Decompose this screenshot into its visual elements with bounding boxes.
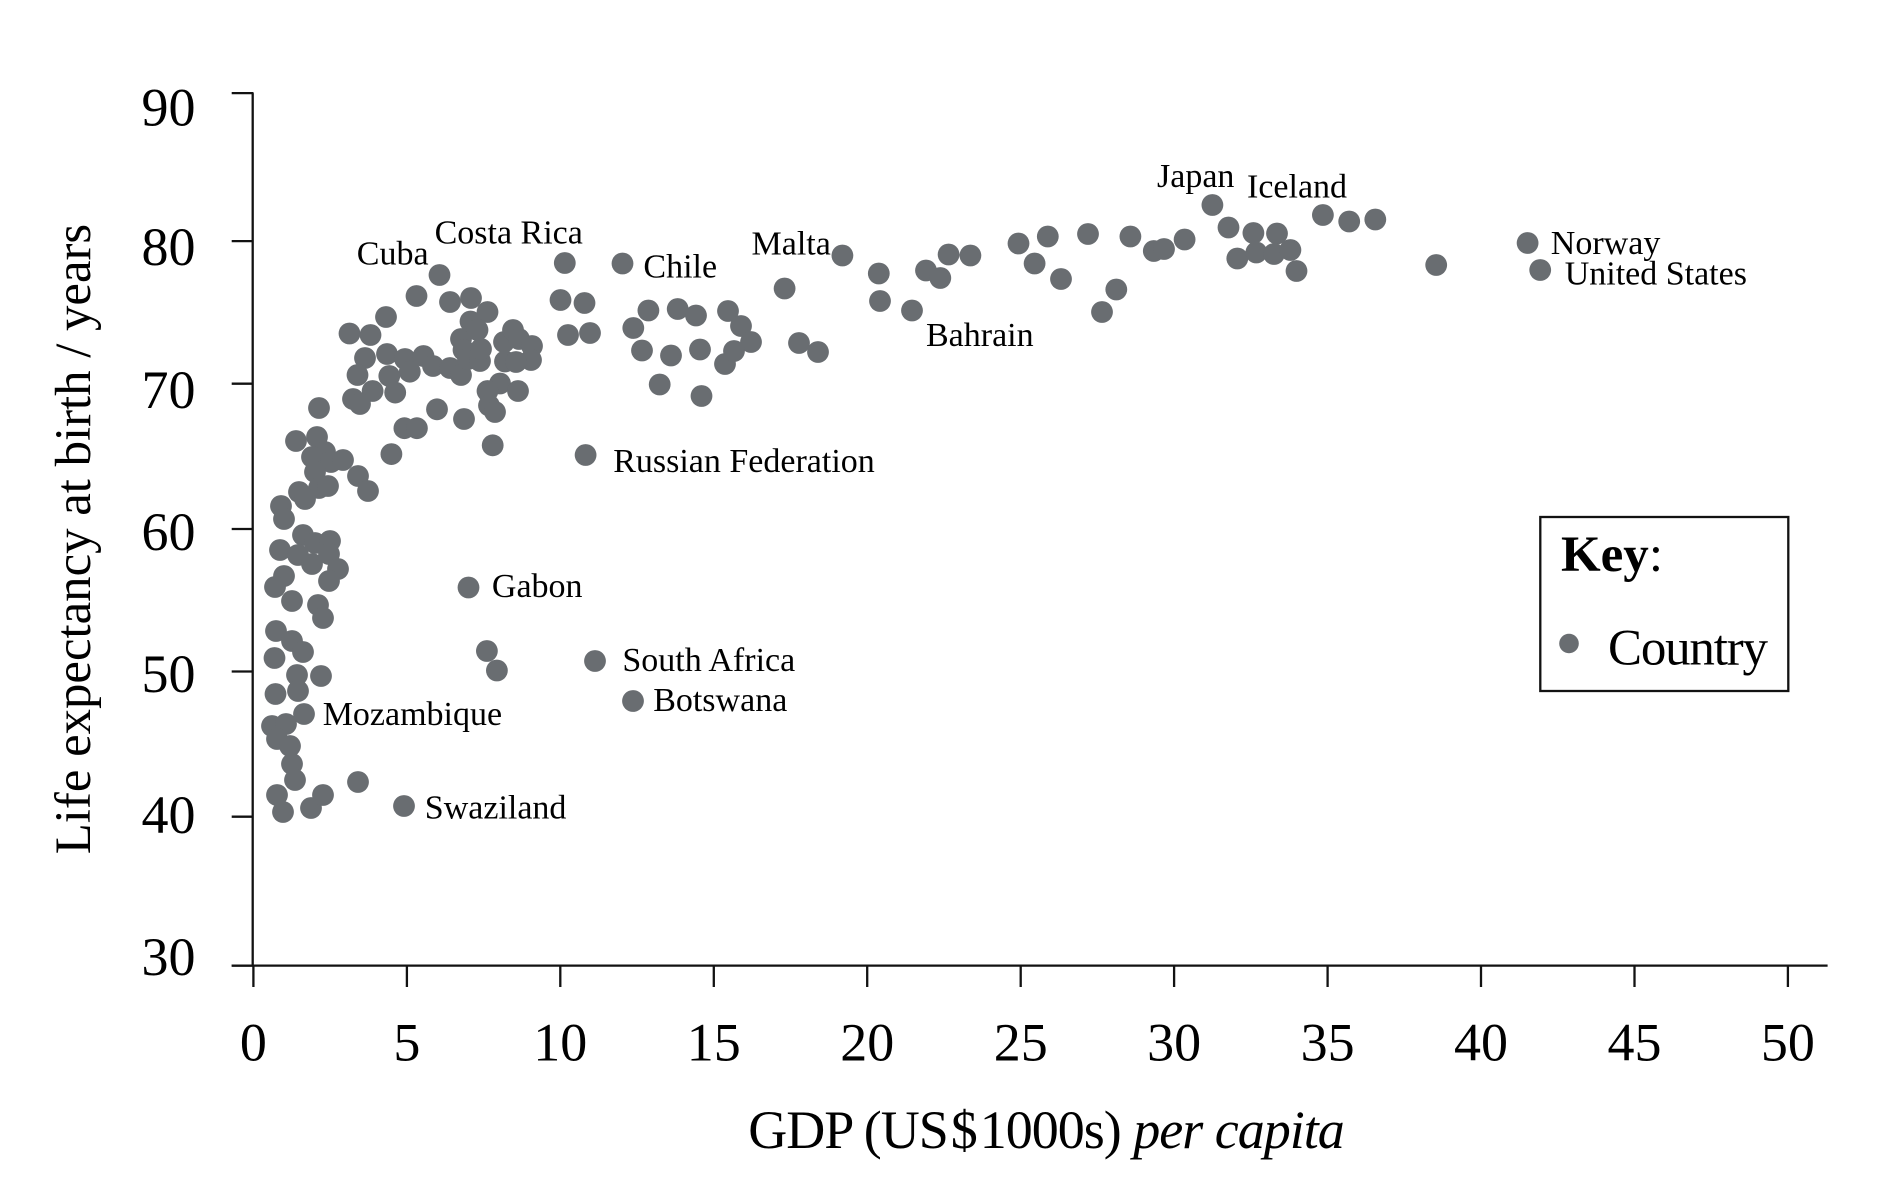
svg-text:60: 60 (142, 502, 196, 562)
svg-text:15: 15 (687, 1013, 741, 1073)
svg-text:50: 50 (142, 644, 196, 704)
svg-text:80: 80 (142, 217, 196, 277)
svg-text:Chile: Chile (643, 249, 717, 286)
svg-text:Iceland: Iceland (1247, 169, 1347, 206)
svg-text:Life expectancy at birth / yea: Life expectancy at birth / years (45, 224, 101, 854)
svg-text:South Africa: South Africa (622, 642, 795, 679)
svg-text:Key:: Key: (1561, 527, 1663, 583)
svg-text:Japan: Japan (1157, 158, 1234, 195)
svg-text:Cuba: Cuba (357, 236, 429, 273)
svg-text:45: 45 (1608, 1013, 1662, 1073)
svg-text:Gabon: Gabon (492, 568, 583, 605)
svg-text:30: 30 (1147, 1013, 1201, 1073)
svg-text:90: 90 (142, 78, 196, 138)
svg-text:Costa Rica: Costa Rica (435, 215, 583, 252)
svg-text:Country: Country (1608, 621, 1768, 677)
svg-text:GDP (US$1000s) per capita: GDP (US$1000s) per capita (748, 1100, 1344, 1160)
svg-text:30: 30 (142, 927, 196, 987)
svg-text:25: 25 (994, 1013, 1048, 1073)
svg-text:35: 35 (1301, 1013, 1355, 1073)
svg-text:20: 20 (840, 1013, 894, 1073)
svg-text:40: 40 (1454, 1013, 1508, 1073)
svg-text:40: 40 (142, 785, 196, 845)
svg-text:70: 70 (142, 360, 196, 420)
svg-text:Mozambique: Mozambique (323, 696, 502, 733)
svg-text:5: 5 (393, 1013, 420, 1073)
svg-text:Malta: Malta (752, 226, 831, 263)
svg-text:Swaziland: Swaziland (425, 790, 567, 827)
svg-text:United States: United States (1565, 255, 1747, 292)
svg-text:0: 0 (240, 1013, 267, 1073)
svg-text:Russian Federation: Russian Federation (613, 443, 875, 480)
svg-text:Botswana: Botswana (653, 682, 787, 719)
svg-text:Bahrain: Bahrain (926, 317, 1034, 354)
svg-text:50: 50 (1761, 1013, 1815, 1073)
svg-text:10: 10 (533, 1013, 587, 1073)
svg-text:Norway: Norway (1551, 225, 1661, 262)
